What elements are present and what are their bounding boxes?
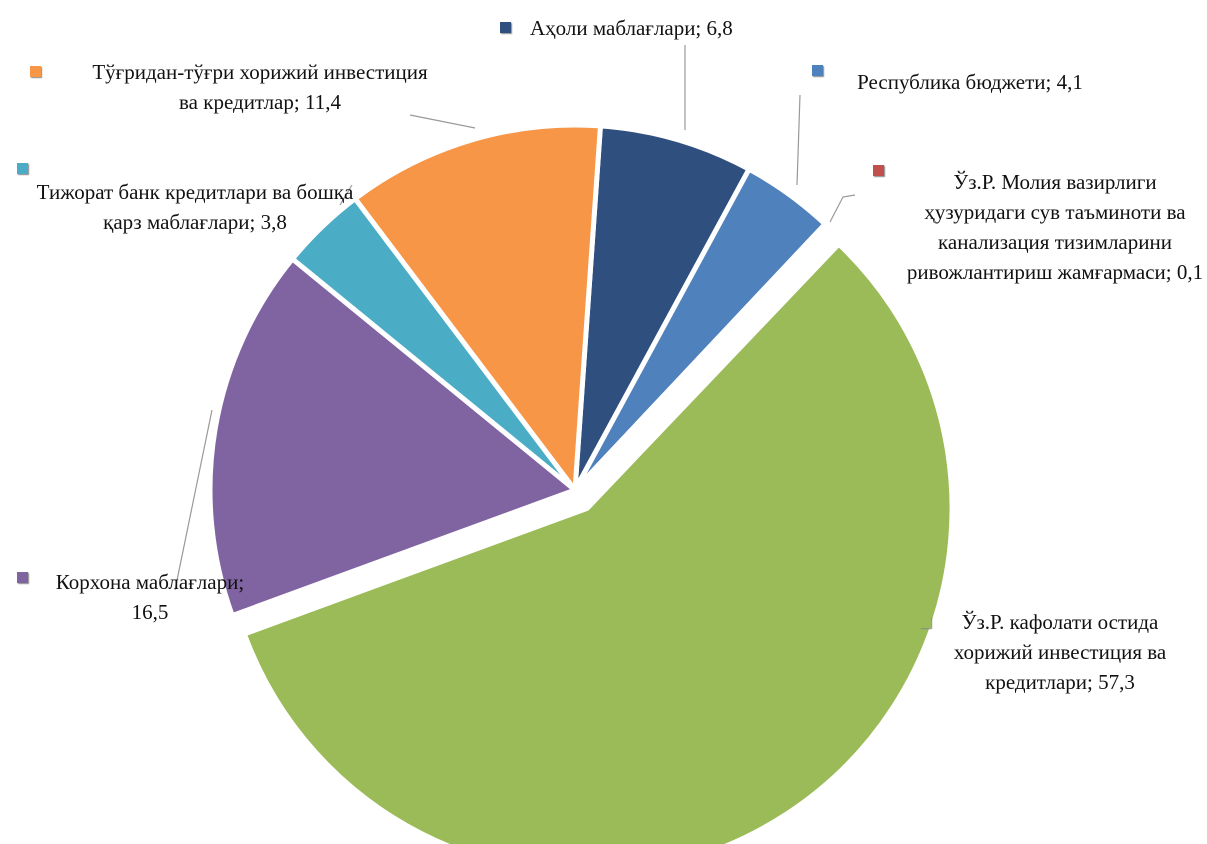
- pie-slice: [207, 256, 578, 619]
- value-label: 3,8: [260, 210, 287, 234]
- data-label: Республика бюджети; 4,1: [840, 67, 1100, 97]
- data-label: Тўғридан-тўғри хорижий инвестиция ва кре…: [90, 57, 430, 117]
- category-name: Корхона маблағлари;: [55, 570, 245, 594]
- label-marker: [920, 617, 931, 628]
- label-marker: [17, 572, 28, 583]
- category-name: Ўз.Р. кафолати остида хорижий инвестиция…: [953, 610, 1167, 694]
- data-label: Аҳоли маблағлари; 6,8: [530, 13, 830, 43]
- label-marker: [500, 22, 511, 33]
- category-name: Тижорат банк кредитлари ва бошқа қарз ма…: [36, 180, 354, 234]
- data-label: Ўз.Р. Молия вазирлиги ҳузуридаги сув таъ…: [905, 167, 1205, 287]
- category-name: Республика бюджети;: [857, 70, 1052, 94]
- value-label: 4,1: [1056, 70, 1083, 94]
- value-label: 0,1: [1176, 260, 1204, 284]
- leader-line: [174, 409, 213, 591]
- pie-slice: [352, 122, 603, 493]
- value-label: 11,4: [304, 90, 341, 114]
- label-marker: [812, 65, 823, 76]
- leader-line: [409, 114, 476, 129]
- leader-line: [339, 184, 353, 206]
- pie-slice: [572, 123, 752, 493]
- leader-line: [829, 194, 856, 223]
- data-label: Тижорат банк кредитлари ва бошқа қарз ма…: [30, 177, 360, 237]
- value-label: 16,5: [131, 600, 169, 624]
- value-label: 57,3: [1098, 670, 1135, 694]
- category-name: Ўз.Р. Молия вазирлиги ҳузуридаги сув таъ…: [906, 170, 1186, 284]
- label-marker: [873, 165, 884, 176]
- label-marker: [17, 163, 28, 174]
- pie-slice: [572, 221, 830, 493]
- leader-line: [796, 94, 801, 186]
- data-label: Корхона маблағлари; 16,5: [40, 567, 260, 627]
- label-marker: [30, 66, 41, 77]
- category-name: Аҳоли маблағлари;: [530, 16, 702, 40]
- leader-lines: [174, 45, 856, 591]
- value-label: 6,8: [706, 16, 733, 40]
- pie-slice: [241, 241, 955, 844]
- data-label: Ўз.Р. кафолати остида хорижий инвестиция…: [950, 607, 1170, 697]
- category-name: Тўғридан-тўғри хорижий инвестиция ва кре…: [92, 60, 428, 114]
